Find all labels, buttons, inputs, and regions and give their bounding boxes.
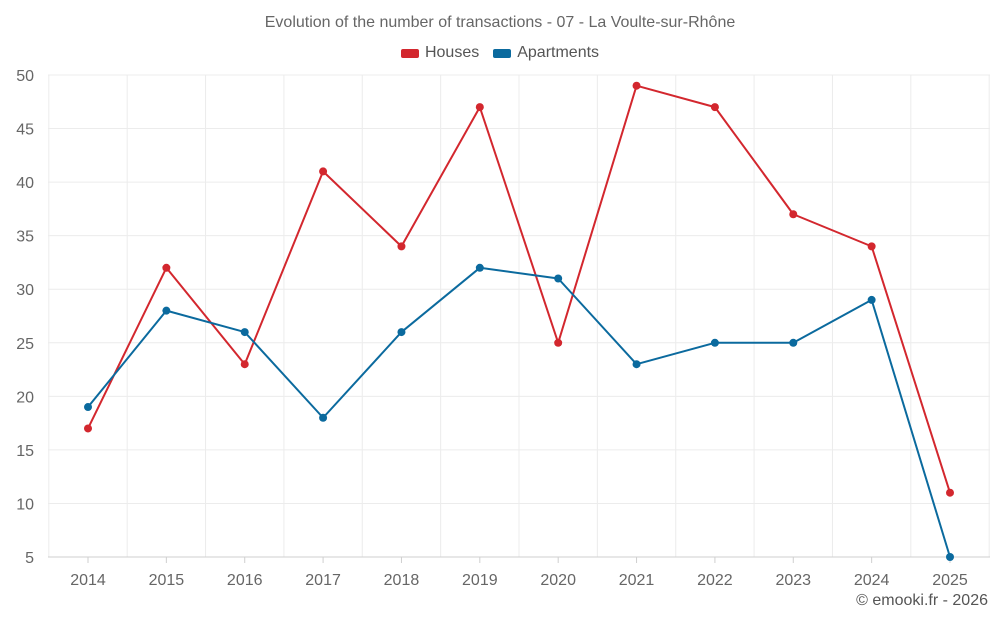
legend-item-houses[interactable]: Houses (400, 44, 480, 62)
data-point-houses[interactable] (554, 338, 563, 347)
x-tick-label: 2020 (540, 572, 576, 589)
data-point-houses[interactable] (946, 488, 954, 497)
data-point-apartments[interactable] (867, 295, 876, 304)
legend-label-apartments: Apartments (517, 44, 600, 61)
data-point-apartments[interactable] (789, 338, 798, 347)
legend-item-apartments[interactable]: Apartments (493, 44, 599, 62)
data-point-apartments[interactable] (710, 338, 719, 347)
data-point-apartments[interactable] (475, 263, 484, 272)
x-tick-label: 2019 (462, 572, 498, 589)
x-tick-label: 2018 (384, 572, 420, 589)
x-tick-label: 2023 (775, 572, 811, 589)
data-point-houses[interactable] (632, 81, 641, 90)
data-point-apartments[interactable] (554, 274, 563, 283)
x-tick-label: 2016 (227, 572, 263, 589)
data-point-apartments[interactable] (240, 328, 249, 337)
x-tick-label: 2015 (149, 572, 185, 589)
y-tick-label: 20 (16, 389, 34, 406)
data-point-apartments[interactable] (632, 360, 641, 369)
data-point-apartments[interactable] (946, 553, 954, 561)
x-tick-label: 2017 (305, 572, 341, 589)
x-tick-label: 2022 (697, 572, 733, 589)
data-point-houses[interactable] (397, 242, 406, 251)
y-tick-label: 40 (16, 175, 34, 192)
chart-title: Evolution of the number of transactions … (264, 14, 736, 31)
data-point-houses[interactable] (867, 242, 876, 251)
data-point-houses[interactable] (162, 263, 171, 272)
data-point-houses[interactable] (240, 360, 249, 369)
y-tick-label: 5 (25, 550, 34, 567)
data-point-houses[interactable] (789, 210, 798, 219)
credit-text: © emooki.fr - 2026 (856, 592, 988, 609)
y-tick-label: 30 (16, 282, 34, 299)
data-point-houses[interactable] (710, 103, 719, 112)
y-tick-label: 50 (16, 68, 34, 85)
y-tick-label: 45 (16, 122, 34, 139)
data-point-apartments[interactable] (319, 413, 328, 422)
series-line-houses (87, 84, 951, 494)
y-tick-label: 10 (16, 496, 34, 513)
y-tick-label: 15 (16, 443, 34, 460)
series-line-apartments (87, 266, 951, 558)
data-point-apartments[interactable] (162, 306, 171, 315)
y-tick-label: 35 (16, 229, 34, 246)
data-point-apartments[interactable] (397, 328, 406, 337)
legend: Houses Apartments (0, 44, 1000, 62)
data-point-houses[interactable] (84, 424, 92, 433)
y-tick-label: 25 (16, 336, 34, 353)
x-tick-label: 2021 (619, 572, 655, 589)
data-point-houses[interactable] (475, 103, 484, 112)
legend-swatch-houses (400, 48, 419, 58)
x-tick-label: 2025 (932, 572, 968, 589)
data-point-houses[interactable] (319, 167, 328, 176)
x-tick-label: 2014 (70, 572, 106, 589)
legend-label-houses: Houses (424, 44, 480, 61)
data-point-apartments[interactable] (84, 403, 92, 412)
legend-swatch-apartments (493, 48, 512, 58)
x-tick-label: 2024 (854, 572, 890, 589)
